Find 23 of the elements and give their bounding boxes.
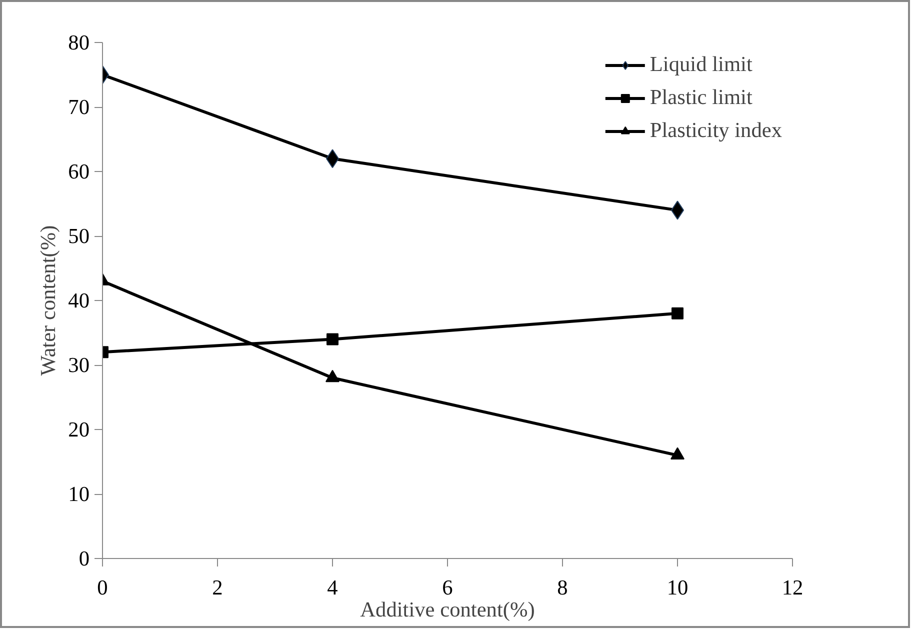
y-tick-label: 30: [68, 353, 90, 377]
legend-label: Plastic limit: [650, 85, 752, 110]
legend-label: Liquid limit: [650, 52, 752, 77]
y-tick-label: 10: [68, 482, 90, 506]
y-tick-label: 40: [68, 288, 90, 312]
x-tick-label: 4: [327, 576, 338, 600]
y-tick-label: 70: [68, 95, 90, 119]
x-tick-label: 12: [782, 576, 804, 600]
x-tick-label: 10: [666, 576, 688, 600]
y-axis-title: Water content(%): [36, 225, 60, 376]
y-tick-label: 20: [68, 418, 90, 442]
x-tick-label: 6: [442, 576, 454, 600]
point: [672, 307, 684, 320]
x-tick-label: 8: [557, 576, 568, 600]
legend-label: Plasticity index: [650, 118, 782, 143]
x-tick-label: 0: [97, 576, 108, 600]
x-tick-label: 2: [212, 576, 223, 600]
y-tick-label: 50: [68, 224, 90, 248]
y-tick-label: 0: [78, 546, 90, 570]
y-tick-label: 60: [68, 160, 90, 184]
y-tick-label: 80: [68, 30, 90, 54]
x-axis-title: Additive content(%): [360, 598, 535, 622]
point: [670, 447, 684, 460]
